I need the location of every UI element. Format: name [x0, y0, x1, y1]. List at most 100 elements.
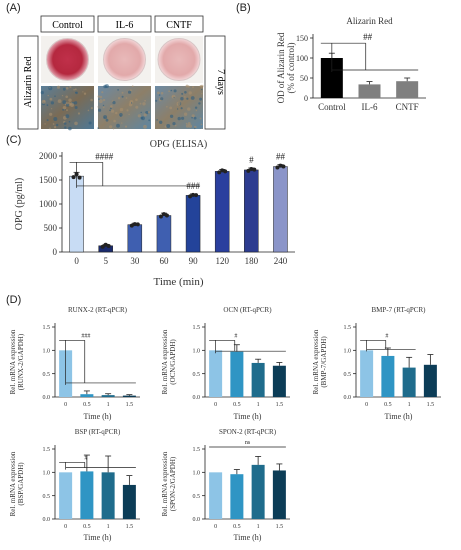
panel-b-letter: (B) — [236, 2, 251, 14]
y-tick-label: 1.5 — [193, 325, 201, 331]
x-tick-label: 1.5 — [126, 524, 134, 530]
x-tick-label: 0.5 — [384, 402, 392, 408]
significance-label: # — [234, 333, 237, 339]
micrograph-speckle — [115, 111, 118, 115]
micrograph-speckle — [68, 120, 71, 123]
micrograph-speckle — [159, 120, 163, 125]
micrograph-speckle — [201, 127, 203, 129]
y-tick-label: 1000 — [39, 199, 58, 209]
x-tick-label: 1 — [257, 402, 260, 408]
data-point — [281, 164, 286, 169]
y-tick-label: 0.5 — [193, 494, 201, 500]
y-tick-label: 1500 — [39, 175, 58, 185]
micrograph-speckle — [110, 107, 112, 110]
cntf-dish — [157, 38, 201, 81]
micrograph-speckle — [188, 91, 192, 95]
data-point — [275, 165, 280, 170]
bar-1.5 — [272, 470, 286, 519]
micrograph-speckle — [49, 87, 51, 89]
micrograph-speckle — [111, 109, 115, 113]
micrograph-speckle — [172, 122, 176, 126]
micrograph-speckle — [125, 97, 128, 99]
y-tick-label: 0.5 — [43, 494, 51, 500]
micrograph-speckle — [183, 112, 188, 116]
x-tick-label: 120 — [215, 256, 229, 266]
chart-title: BMP-7 (RT-qPCR) — [372, 306, 427, 314]
micrograph-speckle — [40, 91, 44, 95]
data-point — [246, 168, 251, 173]
micrograph-speckle — [65, 95, 68, 99]
y-tick-label: 1.0 — [43, 348, 51, 354]
micrograph-speckle — [180, 97, 184, 101]
bar-0 — [59, 472, 73, 519]
x-axis-label: Time (min) — [153, 276, 203, 288]
micrograph-speckle — [128, 90, 132, 94]
micrograph-speckle — [142, 102, 146, 106]
micrograph-speckle — [177, 116, 181, 121]
micrograph-speckle — [65, 114, 70, 119]
micrograph-speckle — [181, 92, 184, 95]
micrograph-speckle — [54, 126, 57, 129]
micrograph-speckle — [198, 102, 201, 105]
data-point — [194, 193, 199, 198]
y-axis-label: (OCN/GAPDH) — [169, 339, 177, 385]
micrograph-speckle — [113, 119, 116, 123]
micrograph-speckle — [64, 126, 67, 129]
micrograph-speckle — [185, 84, 189, 88]
row-label-box — [17, 35, 39, 130]
micrograph-speckle — [147, 111, 151, 114]
micrograph-speckle — [48, 86, 53, 91]
micrograph-speckle — [97, 127, 100, 129]
micrograph-speckle — [191, 114, 195, 118]
x-tick-label: 30 — [130, 256, 140, 266]
bar-1 — [101, 395, 115, 397]
bar-240 — [273, 166, 288, 253]
chart-title: RUNX-2 (RT-qPCR) — [68, 306, 128, 314]
y-axis-label: (% of control) — [286, 43, 296, 94]
micrograph-speckle — [49, 97, 53, 101]
x-tick-label: CNTF — [396, 102, 419, 112]
micrograph-speckle — [97, 95, 100, 98]
micrograph-speckle — [66, 103, 70, 107]
bar-30 — [127, 224, 143, 253]
micrograph-speckle — [121, 91, 124, 94]
cntf-header-box — [154, 15, 204, 33]
micrograph-speckle — [61, 95, 64, 97]
micrograph-speckle — [68, 126, 72, 131]
micrograph-speckle — [73, 88, 75, 91]
y-tick-label: 0.0 — [193, 517, 201, 523]
micrograph-speckle — [144, 99, 147, 102]
micrograph-speckle — [105, 118, 109, 122]
x-tick-label: 240 — [274, 256, 288, 266]
duration-label-box — [204, 35, 226, 130]
x-tick-label: 60 — [159, 256, 169, 266]
data-point — [71, 175, 76, 180]
x-tick-label: 0 — [64, 524, 67, 530]
micrograph-speckle — [97, 106, 99, 108]
bar-1 — [251, 464, 265, 519]
y-tick-label: 1.5 — [43, 447, 51, 453]
micrograph-speckle — [73, 101, 78, 105]
significance-label: ### — [186, 181, 200, 191]
y-axis-label: Rel. mRNA expression — [161, 329, 169, 394]
ocn-bar-chart: OCN (RT-qPCR) 0.0 0.5 1.0 1.5 Rel. mRNA expre… — [161, 306, 290, 421]
data-point — [100, 244, 105, 249]
bar-0.5 — [80, 471, 94, 519]
bar-1.5 — [423, 364, 437, 397]
chart-title: OPG (ELISA) — [150, 139, 208, 150]
micrograph-speckle — [74, 106, 78, 109]
x-tick-label: 1 — [408, 402, 411, 408]
x-tick-label: 1.5 — [276, 402, 284, 408]
chart-title: SPON-2 (RT-qPCR) — [219, 428, 277, 436]
micrograph-speckle — [128, 102, 133, 107]
micrograph-speckle — [47, 94, 49, 97]
y-axis-label: Rel. mRNA expression — [312, 329, 320, 394]
y-axis-label: (BMP-7/GAPDH) — [320, 336, 328, 388]
bar-0.5 — [230, 474, 244, 519]
y-tick-label: 0.0 — [43, 395, 51, 401]
data-point — [77, 175, 82, 180]
data-point — [223, 169, 228, 174]
significance-label: ns — [245, 440, 251, 446]
bar-1.5 — [272, 365, 286, 397]
micrograph-speckle — [135, 98, 138, 102]
